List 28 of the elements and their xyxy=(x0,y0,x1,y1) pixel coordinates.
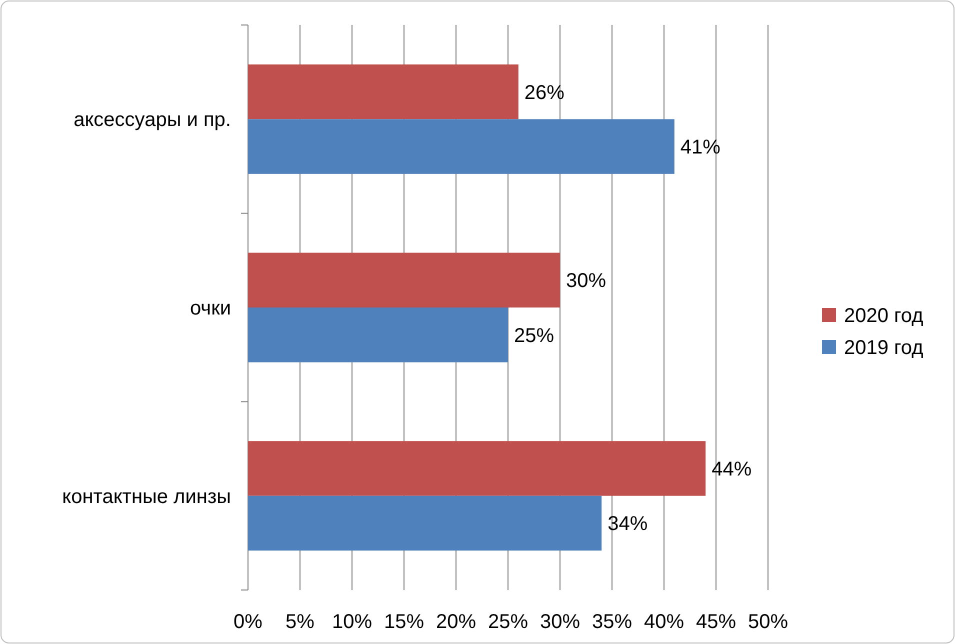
x-tick-label: 5% xyxy=(286,611,315,633)
data-label: 25% xyxy=(514,324,554,347)
data-label: 34% xyxy=(608,513,648,536)
legend-label: 2019 год xyxy=(844,337,924,359)
x-tick-label: 30% xyxy=(540,611,580,633)
x-tick-label: 15% xyxy=(384,611,424,633)
x-tick-label: 35% xyxy=(592,611,632,633)
legend-label: 2020 год xyxy=(844,305,924,327)
bar xyxy=(248,252,560,308)
bar xyxy=(248,496,602,551)
bar xyxy=(248,119,674,174)
bar xyxy=(248,64,518,120)
x-tick-label: 45% xyxy=(696,611,736,633)
data-label: 30% xyxy=(566,270,606,292)
x-tick-label: 0% xyxy=(234,611,263,633)
x-tick-label: 25% xyxy=(488,611,528,633)
y-tick-label: очки xyxy=(190,298,231,320)
y-tick-label: контактные линзы xyxy=(62,486,231,508)
bar xyxy=(248,308,508,362)
x-tick-label: 10% xyxy=(332,611,372,633)
x-tick-label: 40% xyxy=(644,611,684,633)
bar xyxy=(248,441,706,496)
data-label: 26% xyxy=(524,82,565,104)
x-tick-label: 20% xyxy=(436,611,476,633)
data-label: 44% xyxy=(712,458,752,480)
data-label: 41% xyxy=(680,136,721,159)
y-tick-label: аксессуары и пр. xyxy=(74,109,231,132)
x-tick-label: 50% xyxy=(748,611,788,633)
